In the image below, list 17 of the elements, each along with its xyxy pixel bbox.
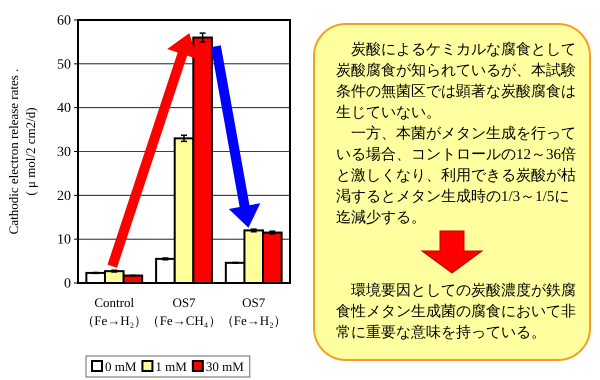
y-tick-label: 10	[57, 232, 71, 248]
y-axis-title: Cathodic electron release rates . ( μ mol/2 cm2/d)	[6, 68, 38, 234]
x-tick-label: Control （Fe→H₂）	[81, 295, 148, 328]
legend-label: 30 mM	[206, 359, 244, 374]
y-tick-label: 50	[57, 57, 71, 72]
y-tick-label: 60	[57, 13, 71, 28]
text: 炭酸によるケミカルな腐食として炭酸腐食が知られているが、本試験条件の無菌区では顕著な炭酸腐食は生じていない。	[336, 41, 576, 121]
y-tick-label: 30	[57, 144, 71, 160]
y-tick-label: 0	[64, 276, 71, 292]
legend-label: 0 mM	[105, 359, 137, 374]
x-tick-label: OS7 （Fe→CH₄）	[146, 295, 222, 328]
text: 環境要因としての炭酸濃度が鉄腐食性メタン生成菌の腐食において非常に重要な意味を持っている。	[336, 282, 576, 341]
legend-label: 1 mM	[155, 359, 188, 374]
x-tick-label: OS7 （Fe→H₂）	[220, 295, 287, 328]
text: 一方、本菌がメタン生成を行っている場合、コントロールの12～36倍と激しくなり、利用できる炭酸が枯渇するとメタン生成時の1/3～1/5に迄減少する。	[336, 125, 576, 226]
y-tick-label: 40	[57, 101, 71, 116]
y-tick-label: 20	[57, 188, 71, 204]
